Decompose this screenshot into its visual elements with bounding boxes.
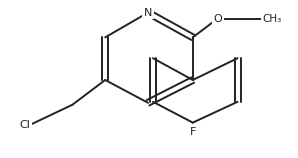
Text: O: O xyxy=(213,14,222,24)
Text: F: F xyxy=(190,127,196,137)
Text: CH₃: CH₃ xyxy=(263,14,282,24)
Text: N: N xyxy=(144,8,152,18)
Text: Cl: Cl xyxy=(20,120,31,130)
